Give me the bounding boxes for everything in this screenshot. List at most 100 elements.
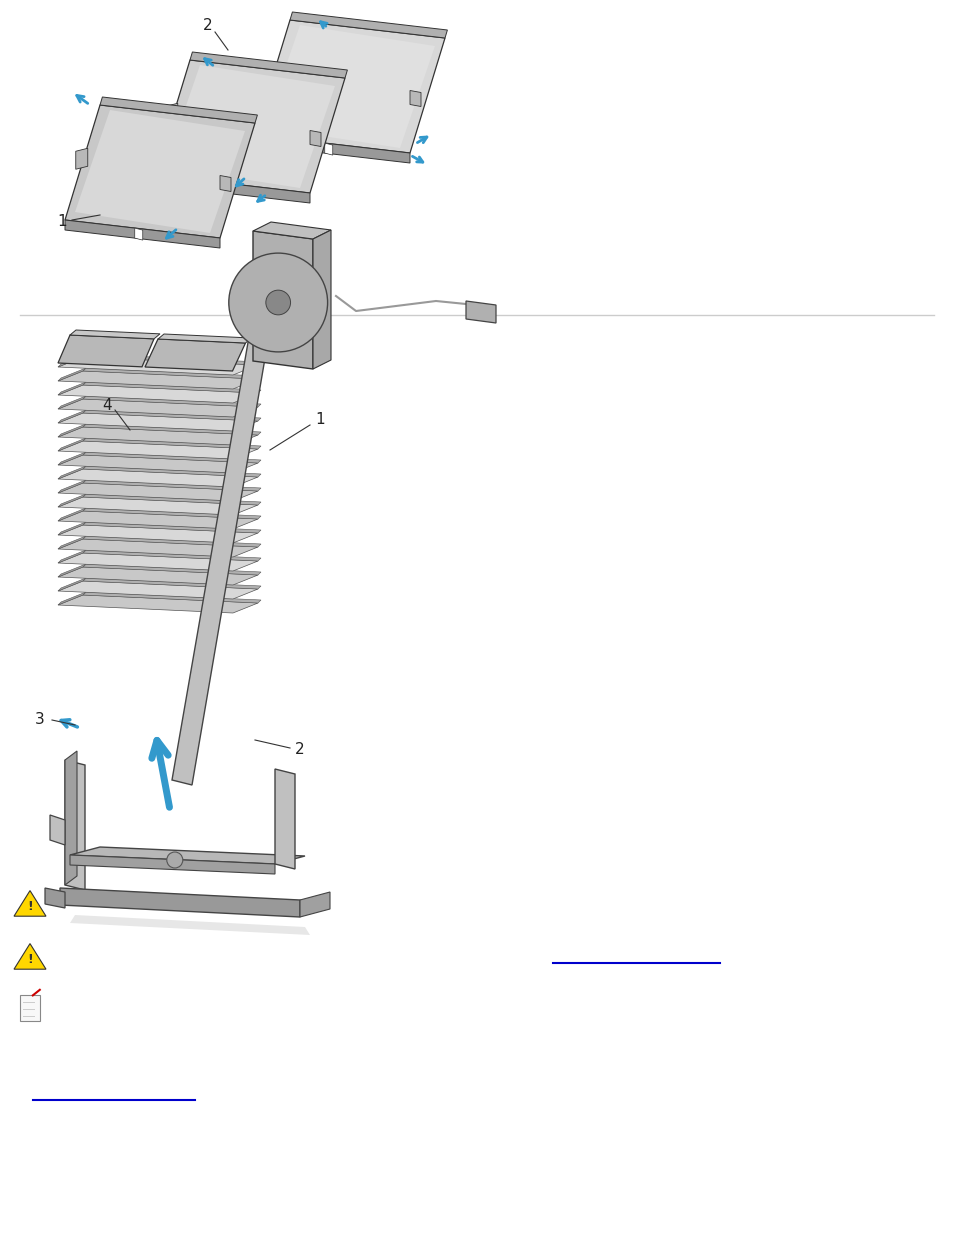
Polygon shape <box>58 538 257 557</box>
Polygon shape <box>58 385 257 403</box>
Polygon shape <box>58 357 257 375</box>
Polygon shape <box>58 522 86 535</box>
Polygon shape <box>65 105 254 238</box>
Polygon shape <box>58 553 257 571</box>
Polygon shape <box>58 480 86 493</box>
Polygon shape <box>58 454 257 473</box>
Polygon shape <box>83 508 261 519</box>
Polygon shape <box>310 131 320 147</box>
Polygon shape <box>166 104 177 125</box>
Polygon shape <box>83 522 261 534</box>
Polygon shape <box>58 368 86 382</box>
Polygon shape <box>75 148 88 169</box>
Polygon shape <box>83 494 261 505</box>
Polygon shape <box>134 228 143 240</box>
Polygon shape <box>83 536 261 547</box>
Polygon shape <box>58 412 257 431</box>
Polygon shape <box>50 815 65 845</box>
Polygon shape <box>58 438 86 451</box>
Polygon shape <box>83 354 261 366</box>
Polygon shape <box>190 52 347 78</box>
Polygon shape <box>220 175 231 191</box>
Polygon shape <box>58 536 86 550</box>
Polygon shape <box>58 595 257 613</box>
Polygon shape <box>58 511 257 529</box>
Polygon shape <box>58 508 86 521</box>
Polygon shape <box>58 382 86 395</box>
Polygon shape <box>83 452 261 463</box>
Polygon shape <box>58 564 86 577</box>
Polygon shape <box>58 427 257 445</box>
Polygon shape <box>58 494 86 508</box>
Polygon shape <box>465 301 496 324</box>
Polygon shape <box>158 333 252 343</box>
Polygon shape <box>172 329 270 785</box>
Polygon shape <box>58 567 257 585</box>
Polygon shape <box>83 368 261 379</box>
Polygon shape <box>83 438 261 450</box>
Circle shape <box>266 290 291 315</box>
Polygon shape <box>253 222 331 240</box>
Polygon shape <box>58 578 86 592</box>
Text: 4: 4 <box>102 398 112 412</box>
Polygon shape <box>83 550 261 561</box>
Polygon shape <box>45 888 65 908</box>
Polygon shape <box>58 580 257 599</box>
Polygon shape <box>265 25 435 148</box>
Circle shape <box>229 253 327 352</box>
Polygon shape <box>145 338 245 370</box>
Polygon shape <box>58 370 257 389</box>
Circle shape <box>167 852 183 868</box>
Polygon shape <box>254 135 410 163</box>
Polygon shape <box>65 751 77 885</box>
Polygon shape <box>324 143 333 156</box>
Polygon shape <box>58 525 257 543</box>
Text: 3: 3 <box>35 713 45 727</box>
Text: !: ! <box>27 953 32 966</box>
Text: 1: 1 <box>314 412 324 427</box>
Polygon shape <box>58 592 86 605</box>
Polygon shape <box>58 496 257 515</box>
Polygon shape <box>58 410 86 424</box>
Polygon shape <box>83 480 261 492</box>
Polygon shape <box>58 483 257 501</box>
Polygon shape <box>58 335 153 367</box>
Polygon shape <box>58 399 257 417</box>
Polygon shape <box>83 592 261 603</box>
Polygon shape <box>14 890 46 916</box>
Polygon shape <box>58 550 86 563</box>
Polygon shape <box>266 63 277 84</box>
Polygon shape <box>290 12 447 38</box>
Polygon shape <box>70 847 305 864</box>
Polygon shape <box>58 441 257 459</box>
Polygon shape <box>83 466 261 477</box>
Polygon shape <box>83 564 261 576</box>
Polygon shape <box>83 424 261 435</box>
Polygon shape <box>253 231 313 369</box>
Polygon shape <box>83 410 261 421</box>
Polygon shape <box>154 175 310 203</box>
Polygon shape <box>83 396 261 408</box>
Polygon shape <box>83 578 261 589</box>
Polygon shape <box>70 915 310 935</box>
Polygon shape <box>254 20 444 153</box>
Polygon shape <box>154 61 345 193</box>
Polygon shape <box>274 769 294 869</box>
Polygon shape <box>165 65 335 188</box>
Polygon shape <box>410 90 420 106</box>
Polygon shape <box>299 892 330 918</box>
Polygon shape <box>70 855 274 874</box>
Polygon shape <box>83 382 261 393</box>
FancyBboxPatch shape <box>20 995 40 1020</box>
Polygon shape <box>58 452 86 466</box>
Polygon shape <box>58 466 86 479</box>
Polygon shape <box>60 888 299 918</box>
Polygon shape <box>58 354 86 367</box>
Polygon shape <box>100 98 257 124</box>
Text: 2: 2 <box>294 742 305 757</box>
Polygon shape <box>14 944 46 969</box>
Polygon shape <box>58 396 86 409</box>
Text: 2: 2 <box>203 17 213 32</box>
Polygon shape <box>70 330 160 338</box>
Text: !: ! <box>27 900 32 913</box>
